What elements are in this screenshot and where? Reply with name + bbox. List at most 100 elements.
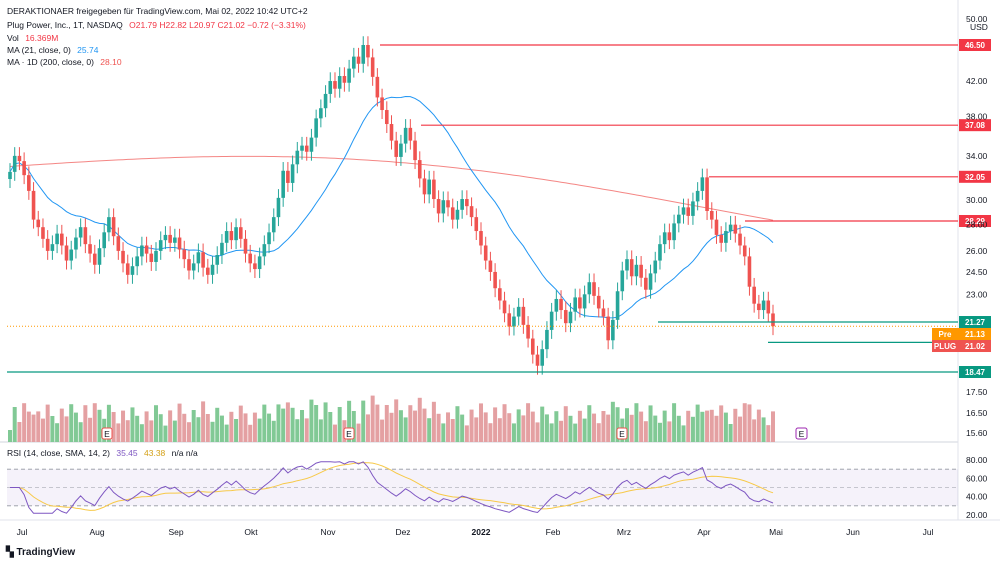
candle-body (22, 161, 26, 176)
volume-bar (361, 400, 366, 442)
candle-body (625, 259, 629, 271)
volume-bar (417, 397, 422, 442)
volume-bar (544, 414, 549, 442)
volume-bar (281, 408, 286, 442)
volume-bar (690, 416, 695, 442)
volume-bar (64, 416, 69, 442)
volume-bar (526, 403, 531, 442)
volume-bar (309, 399, 314, 442)
candle-body (483, 245, 488, 261)
candle-body (361, 45, 366, 64)
volume-bar (323, 402, 328, 442)
volume-bar (742, 403, 747, 442)
candle-body (530, 338, 535, 355)
volume-bar (756, 409, 761, 442)
candle-body (672, 223, 676, 241)
volume-bar (191, 410, 196, 442)
candle-body (286, 170, 290, 183)
candle-body (196, 252, 201, 264)
candle-body (639, 264, 643, 278)
candle-body (168, 234, 172, 243)
volume-bar (460, 414, 465, 442)
rsi-value: 35.45 (116, 448, 138, 458)
volume-bar (653, 415, 658, 442)
candle-body (757, 303, 761, 311)
candle-body (695, 190, 700, 202)
volume-bar (26, 411, 31, 442)
time-tick-Dez: Dez (395, 527, 410, 537)
candle-body (709, 211, 714, 220)
volume-bar (573, 423, 578, 442)
ma200-line (9, 155, 774, 221)
volume-bar (474, 417, 479, 442)
candle-body (705, 177, 709, 212)
candle-body (177, 237, 182, 250)
candle-body (394, 140, 399, 157)
time-tick-Sep: Sep (168, 527, 183, 537)
candle-body (191, 263, 196, 271)
volume-bar (596, 423, 601, 442)
candle-body (163, 234, 168, 241)
candle-body (526, 324, 530, 339)
volume-bar (592, 413, 597, 442)
volume-bar (229, 411, 234, 442)
candle-body (328, 81, 333, 94)
time-tick-Jul: Jul (923, 527, 934, 537)
volume-bar (478, 403, 483, 442)
volume-bar (413, 410, 418, 442)
candle-body (507, 313, 512, 327)
volume-bar (116, 423, 121, 442)
candle-body (257, 256, 262, 270)
volume-bar (12, 407, 17, 442)
time-tick-Aug: Aug (89, 527, 104, 537)
candle-body (154, 250, 158, 262)
time-tick-Jun: Jun (846, 527, 860, 537)
tradingview-brand[interactable]: ▚ TradingView (6, 547, 75, 558)
candle-body (422, 178, 427, 195)
ma21-line: MA (21, close, 0) 25.74 (7, 45, 98, 56)
volume-bar (563, 406, 568, 442)
volume-bar (719, 405, 724, 442)
rsi-tick: 60.00 (966, 473, 988, 483)
volume-bar (78, 422, 83, 442)
volume-bar (610, 401, 615, 442)
level-label-28.29: 28.29 (965, 217, 986, 226)
candle-body (267, 232, 271, 245)
candle-body (290, 164, 295, 183)
volume-bar (163, 425, 168, 442)
volume-bar (723, 412, 728, 442)
candle-body (271, 217, 276, 233)
candle-body (516, 306, 521, 317)
candle-body (144, 245, 149, 254)
volume-bar (50, 416, 55, 442)
volume-bar (728, 424, 733, 442)
candle-body (408, 127, 413, 141)
volume-bar (464, 425, 469, 442)
badge-value-text: 21.02 (965, 342, 986, 351)
volume-bar (276, 404, 281, 442)
price-tick: 23.00 (966, 289, 988, 299)
rsi-line (10, 461, 774, 514)
candle-body (733, 224, 738, 234)
candle-body (55, 233, 59, 245)
rsi-header: RSI (14, close, SMA, 14, 2) 35.45 43.38 … (7, 448, 198, 459)
candle-body (220, 242, 224, 256)
price-tick: 28.00 (966, 220, 988, 230)
volume-bar (22, 403, 27, 442)
symbol-name: Plug Power, Inc., 1T, NASDAQ (7, 20, 123, 30)
volume-bar (17, 422, 22, 442)
rsi-extra: n/a n/a (171, 448, 198, 458)
volume-bar (40, 418, 45, 442)
volume-bar (643, 421, 648, 442)
volume-bar (248, 424, 253, 442)
candle-body (83, 227, 88, 245)
volume-bar (262, 404, 267, 442)
volume-bar (516, 409, 521, 442)
candle-body (559, 298, 563, 311)
badge-tag-PLUG (932, 340, 959, 353)
volume-bar (389, 412, 394, 442)
volume-bar (186, 422, 191, 442)
level-badge-21.27 (959, 316, 991, 329)
volume-bar (356, 423, 361, 442)
